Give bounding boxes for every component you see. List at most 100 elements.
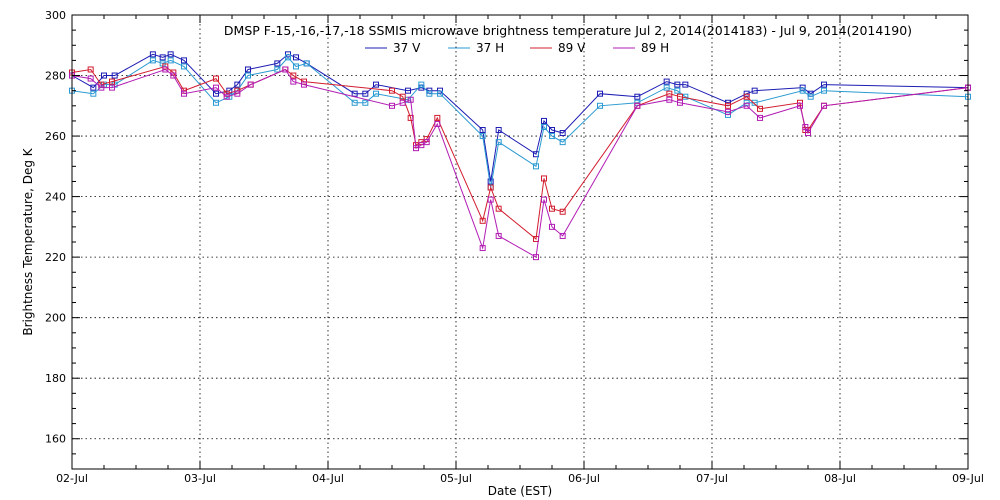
data-point-marker (181, 90, 187, 97)
data-point-marker (101, 72, 107, 79)
y-tick-label: 160 (45, 433, 66, 446)
data-point-marker (213, 90, 219, 97)
y-axis-label: Brightness Temperature, Deg K (21, 147, 35, 335)
data-point-marker (479, 217, 486, 224)
data-point-marker (301, 81, 307, 88)
data-point-marker (549, 223, 555, 230)
data-point-marker (290, 78, 297, 85)
y-tick-label: 280 (45, 70, 66, 83)
data-point-marker (407, 96, 414, 103)
data-point-marker (351, 90, 358, 97)
series-89-h (69, 66, 971, 261)
data-point-marker (663, 78, 670, 85)
data-point-marker (423, 139, 430, 146)
data-point-marker (437, 90, 443, 97)
data-point-marker (541, 175, 547, 182)
data-point-marker (634, 93, 641, 100)
data-point-marker (559, 208, 566, 215)
data-point-marker (674, 81, 681, 88)
data-point-marker (479, 133, 486, 140)
data-point-marker (597, 90, 603, 97)
data-point-marker (351, 99, 358, 106)
data-point-marker (799, 84, 806, 91)
data-point-marker (87, 75, 94, 82)
data-point-marker (495, 127, 502, 134)
data-point-marker (821, 102, 827, 109)
y-tick-label: 180 (45, 372, 66, 385)
legend-label: 37 H (476, 41, 504, 55)
series-37-v (69, 51, 971, 185)
data-point-marker (751, 87, 758, 94)
data-point-marker (399, 99, 406, 106)
data-point-marker (666, 96, 673, 103)
data-point-marker (559, 139, 566, 146)
data-point-marker (293, 63, 299, 70)
data-point-marker (282, 66, 289, 73)
data-point-marker (743, 93, 750, 100)
data-point-marker (181, 57, 187, 64)
data-point-marker (167, 51, 174, 58)
data-point-marker (373, 81, 379, 88)
data-point-marker (234, 81, 241, 88)
data-point-marker (479, 245, 486, 252)
data-point-marker (213, 84, 219, 91)
data-point-marker (109, 78, 115, 85)
data-point-marker (245, 66, 251, 73)
data-point-marker (373, 90, 379, 97)
grid-lines (72, 15, 968, 469)
x-tick-label: 07-Jul (696, 472, 728, 485)
x-tick-label: 08-Jul (824, 472, 856, 485)
x-tick-label: 04-Jul (312, 472, 344, 485)
data-point-marker (549, 127, 555, 134)
data-point-marker (487, 184, 494, 191)
data-point-marker (682, 81, 689, 88)
data-point-marker (634, 102, 641, 109)
data-point-marker (549, 205, 555, 212)
legend-label: 37 V (393, 41, 421, 55)
data-point-marker (541, 123, 547, 130)
data-point-marker (389, 102, 395, 109)
data-point-marker (274, 60, 281, 67)
data-point-marker (799, 87, 806, 94)
data-point-marker (533, 254, 539, 261)
data-point-marker (533, 163, 539, 170)
data-point-marker (109, 84, 115, 91)
data-point-marker (725, 102, 731, 109)
data-point-marker (434, 114, 441, 121)
data-point-marker (245, 72, 251, 79)
data-point-marker (418, 142, 425, 149)
data-point-marker (487, 178, 494, 185)
data-point-marker (87, 66, 94, 73)
data-point-marker (802, 123, 809, 130)
data-point-marker (541, 196, 547, 203)
data-point-marker (549, 133, 555, 140)
y-tick-label: 200 (45, 312, 66, 325)
y-tick-label: 220 (45, 251, 66, 264)
data-point-marker (149, 57, 156, 64)
data-point-marker (399, 93, 406, 100)
data-point-marker (285, 54, 291, 61)
legend-item: 37 V (365, 41, 421, 55)
data-point-marker (303, 60, 310, 67)
series-layer (69, 51, 971, 261)
series-line (71, 65, 969, 240)
data-point-marker (541, 117, 547, 124)
data-point-marker (413, 145, 419, 152)
data-point-marker (807, 93, 814, 100)
legend-item: 89 H (613, 41, 669, 55)
series-line (71, 68, 969, 258)
data-point-marker (389, 87, 395, 94)
data-point-marker (290, 72, 297, 79)
data-point-marker (479, 127, 486, 134)
data-point-marker (666, 90, 673, 97)
data-point-marker (797, 99, 803, 106)
data-point-marker (487, 196, 494, 203)
data-point-marker (213, 75, 219, 82)
series-line (71, 53, 969, 182)
data-point-marker (149, 51, 156, 58)
data-point-marker (167, 57, 174, 64)
y-tick-label: 240 (45, 191, 66, 204)
legend-label: 89 V (558, 41, 586, 55)
data-point-marker (162, 63, 169, 70)
data-point-marker (674, 87, 681, 94)
